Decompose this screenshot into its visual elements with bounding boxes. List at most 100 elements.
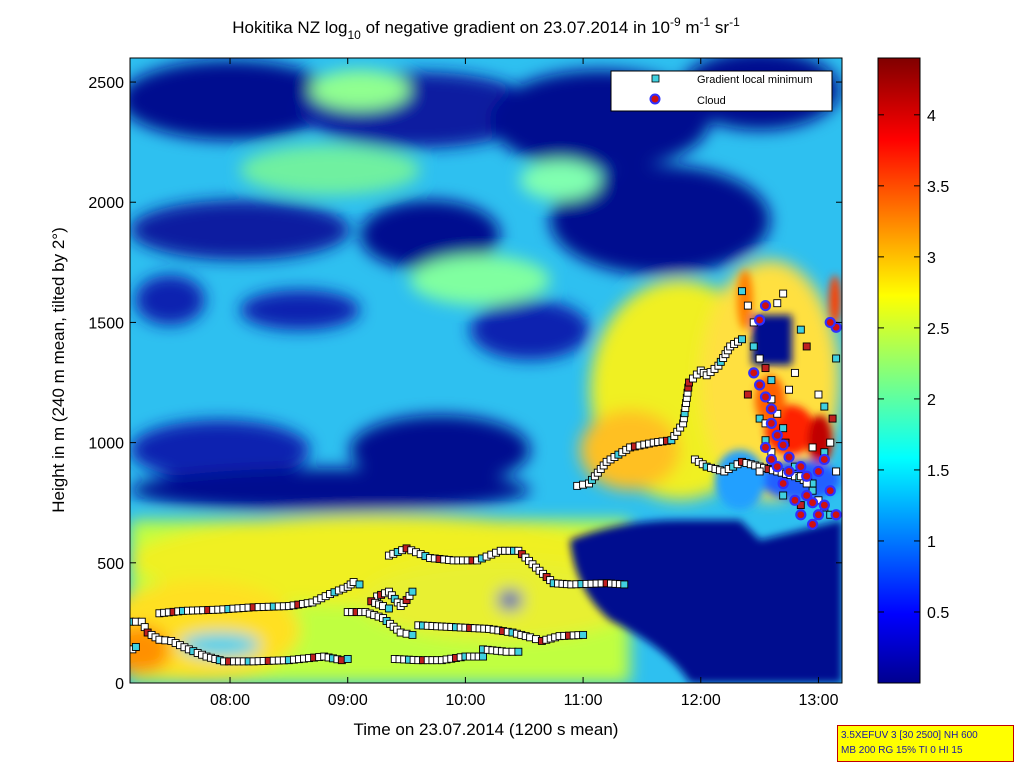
cloud-marker — [801, 470, 813, 482]
colorbar-tick-label: 3 — [927, 250, 936, 267]
gradient-minimum-marker — [767, 376, 776, 385]
gradient-minimum-marker — [408, 630, 417, 639]
cloud-marker — [783, 451, 795, 463]
colorbar-tick-label: 3.5 — [927, 179, 949, 196]
heatmap — [130, 58, 842, 683]
colorbar-tick-label: 2 — [927, 392, 936, 409]
gradient-minimum-marker — [814, 390, 823, 399]
legend: Gradient local minimum Cloud — [610, 70, 833, 112]
gradient-minimum-marker — [579, 630, 588, 639]
gradient-minimum-marker — [832, 467, 841, 476]
legend-gradient-label: Gradient local minimum — [697, 74, 813, 86]
y-tick-label: 2500 — [88, 75, 124, 92]
gradient-minimum-marker — [738, 335, 746, 344]
gradient-minimum-marker — [779, 289, 788, 298]
cloud-marker — [759, 441, 772, 454]
cloud-marker — [806, 497, 819, 509]
gradient-minimum-marker — [355, 580, 364, 589]
cloud-marker — [824, 485, 836, 497]
cloud-marker — [777, 439, 789, 451]
gradient-minimum-marker — [755, 467, 764, 476]
cloud-marker — [806, 518, 819, 530]
cloud-marker — [777, 477, 789, 490]
gradient-minimum-marker — [620, 580, 629, 589]
gradient-minimum-marker — [832, 354, 841, 363]
legend-cloud-label: Cloud — [697, 95, 726, 107]
gradient-minimum-marker — [808, 443, 817, 452]
gradient-minimum-marker — [408, 587, 417, 596]
y-tick-label: 1000 — [88, 436, 124, 453]
y-tick-label: 0 — [115, 676, 124, 693]
cloud-marker — [795, 509, 807, 521]
gradient-minimum-marker — [479, 652, 488, 661]
x-axis-label: Time on 23.07.2014 (1200 s mean) — [354, 720, 619, 739]
cloud-marker — [759, 299, 772, 312]
cloud-marker — [765, 417, 777, 429]
cloud-marker — [801, 489, 813, 502]
colorbar-tick-label: 0.5 — [927, 605, 949, 622]
gradient-minimum-marker — [761, 364, 770, 373]
x-axis: 08:00 09:00 10:00 11:00 12:00 13:00 — [210, 58, 839, 709]
legend-gradient-marker — [651, 74, 660, 83]
cloud-marker — [765, 403, 777, 415]
gradient-minimum-marker — [743, 301, 752, 310]
data-markers — [130, 287, 842, 666]
cloud-marker — [748, 367, 760, 379]
cloud-marker — [812, 465, 825, 478]
cloud-marker — [754, 379, 766, 391]
gradient-minimum-marker — [790, 368, 799, 377]
gradient-minimum-marker — [384, 604, 393, 613]
cloud-marker — [818, 453, 830, 466]
settings-line-2: MB 200 RG 15% TI 0 HI 15 — [841, 745, 963, 756]
colorbar-tick-label: 4 — [927, 108, 936, 125]
x-tick-label: 11:00 — [564, 692, 603, 709]
gradient-minimum-marker — [796, 325, 805, 334]
colorbar-tick-label: 2.5 — [927, 321, 949, 338]
gradient-minimum-marker — [755, 414, 764, 423]
cloud-marker — [783, 465, 795, 478]
y-tick-label: 2000 — [88, 195, 124, 212]
x-tick-label: 13:00 — [798, 692, 838, 709]
cloud-marker — [754, 314, 766, 326]
gradient-minimum-marker — [779, 424, 788, 433]
gradient-minimum-marker — [514, 647, 523, 656]
y-axis: 0 500 1000 1500 2000 2500 — [88, 75, 842, 693]
legend-cloud-marker — [649, 93, 661, 105]
y-tick-label: 500 — [97, 556, 124, 573]
x-tick-label: 09:00 — [328, 692, 368, 709]
cloud-marker — [765, 453, 777, 466]
gradient-minimum-marker — [755, 354, 764, 363]
gradient-minimum-marker — [828, 414, 837, 423]
colorbar-tick-label: 1.5 — [927, 463, 949, 480]
plot-frame — [129, 57, 843, 684]
gradient-minimum-marker — [773, 299, 782, 308]
settings-line-1: 3.5XEFUV 3 [30 2500] NH 600 — [841, 730, 978, 741]
chart-title: Hokitika NZ log10 of negative gradient o… — [232, 15, 740, 42]
cloud-marker — [818, 499, 830, 511]
gradient-minimum-marker — [343, 655, 352, 663]
gradient-minimum-marker — [738, 287, 746, 296]
x-tick-label: 08:00 — [210, 692, 250, 709]
x-tick-label: 10:00 — [445, 692, 485, 709]
y-axis-label: Height in m (240 m mean, tilted by 2°) — [49, 227, 68, 513]
cloud-marker — [759, 391, 772, 403]
cloud-marker — [795, 461, 807, 473]
colorbar: 0.5 1 1.5 2 2.5 3 3.5 4 — [877, 57, 949, 684]
gradient-minimum-marker — [131, 642, 140, 651]
x-tick-label: 12:00 — [681, 692, 721, 709]
cloud-marker — [771, 429, 783, 442]
gradient-minimum-marker — [743, 390, 752, 399]
cloud-marker — [830, 509, 842, 521]
cloud-marker — [789, 494, 801, 506]
colorbar-tick-label: 1 — [927, 534, 936, 551]
cloud-marker — [771, 461, 783, 473]
y-tick-label: 1500 — [88, 315, 124, 332]
gradient-minimum-marker — [785, 385, 793, 394]
gradient-minimum-marker — [779, 491, 788, 500]
cloud-marker — [812, 509, 825, 521]
settings-info-box: 3.5XEFUV 3 [30 2500] NH 600 MB 200 RG 15… — [837, 725, 1014, 762]
gradient-minimum-marker — [820, 402, 829, 411]
gradient-minimum-marker — [826, 438, 835, 447]
cloud-marker — [824, 316, 836, 329]
